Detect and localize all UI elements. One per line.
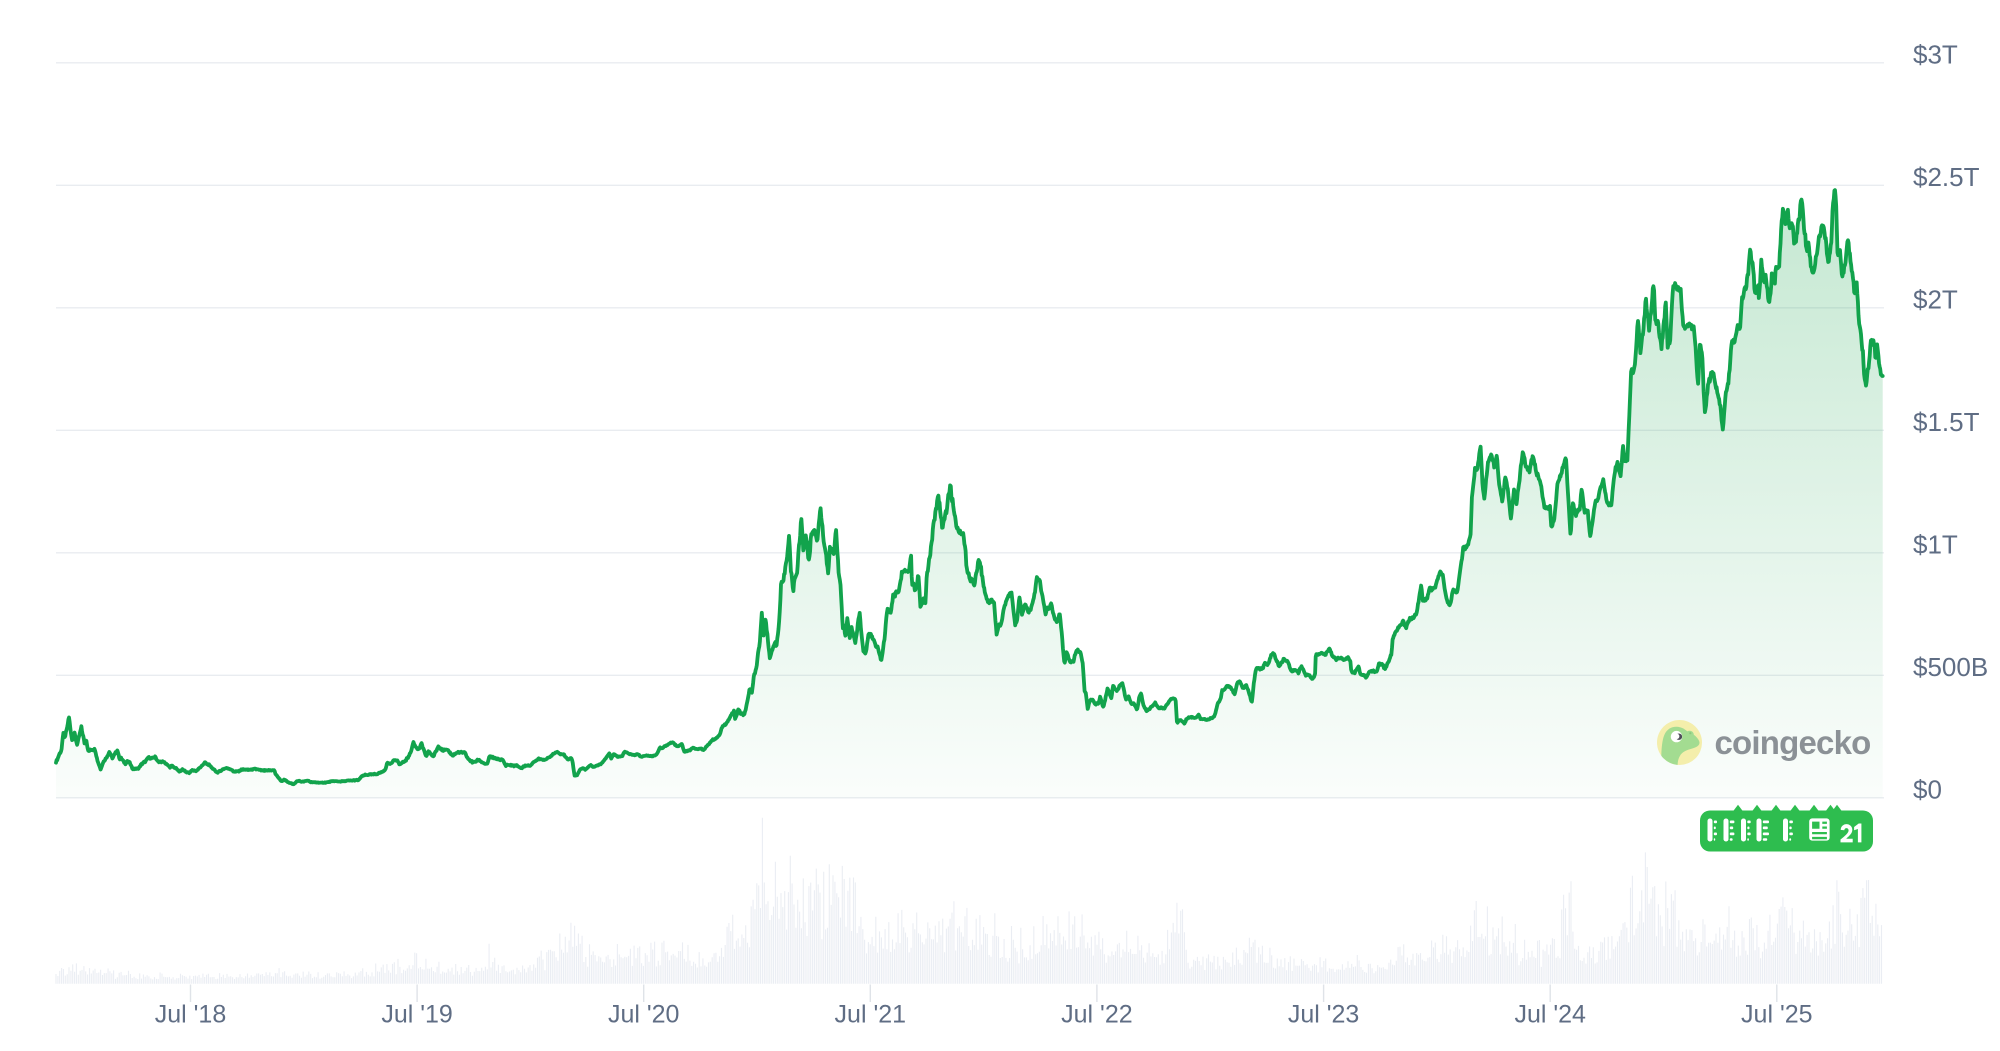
svg-text:Jul '25: Jul '25 (1741, 1001, 1812, 1029)
svg-text:Jul '18: Jul '18 (155, 1001, 226, 1029)
svg-text:coingecko: coingecko (1715, 724, 1871, 761)
svg-text:$1.5T: $1.5T (1913, 407, 1980, 437)
svg-text:$3T: $3T (1913, 39, 1958, 69)
svg-text:$0: $0 (1913, 774, 1942, 804)
svg-text:$2.5T: $2.5T (1913, 162, 1980, 192)
svg-text:Jul '20: Jul '20 (608, 1001, 679, 1029)
svg-text:Jul '22: Jul '22 (1061, 1001, 1132, 1029)
svg-text:Jul '19: Jul '19 (381, 1001, 452, 1029)
svg-text:$500B: $500B (1913, 652, 1988, 682)
svg-text:$2T: $2T (1913, 284, 1958, 314)
svg-text:Jul '24: Jul '24 (1514, 1001, 1586, 1029)
svg-text:Jul '21: Jul '21 (835, 1001, 906, 1029)
svg-text:Jul '23: Jul '23 (1288, 1001, 1359, 1029)
svg-text:$1T: $1T (1913, 529, 1958, 559)
